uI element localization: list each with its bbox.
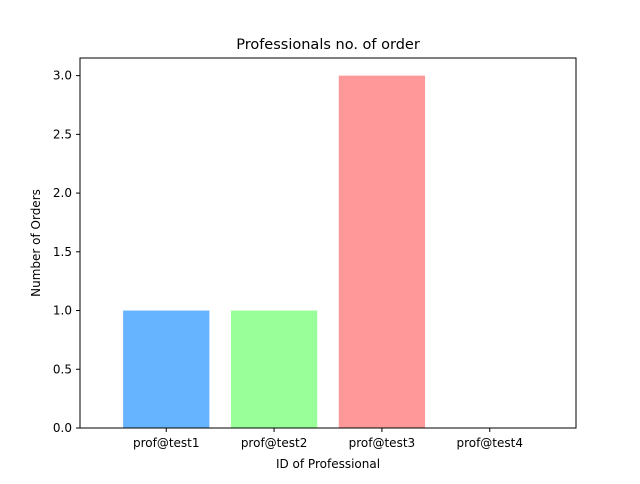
- x-tick-label: prof@test2: [241, 436, 308, 450]
- bars-group: [123, 75, 426, 428]
- bar-prof-test1: [123, 310, 210, 428]
- chart-title: Professionals no. of order: [236, 37, 420, 53]
- y-axis-label: Number of Orders: [29, 189, 43, 297]
- x-tick-label: prof@test3: [349, 436, 416, 450]
- y-tick-label: 1.0: [53, 304, 72, 318]
- y-tick-label: 0.5: [53, 362, 72, 376]
- x-ticks-group: prof@test1 prof@test2 prof@test3 prof@test4: [133, 428, 523, 450]
- bar-prof-test3: [338, 75, 426, 428]
- plot-frame: [79, 57, 577, 429]
- bar-prof-test2: [230, 310, 318, 428]
- y-tick-label: 2.0: [53, 186, 72, 200]
- y-tick-label: 1.5: [53, 245, 72, 259]
- y-tick-label: 2.5: [53, 127, 72, 141]
- x-tick-label: prof@test4: [456, 436, 523, 450]
- y-ticks-group: 0.0 0.5 1.0 1.5 2.0 2.5 3.0: [53, 69, 80, 435]
- y-tick-label: 3.0: [53, 69, 72, 83]
- x-tick-label: prof@test1: [133, 436, 200, 450]
- x-axis-label: ID of Professional: [276, 457, 380, 471]
- y-tick-label: 0.0: [53, 421, 72, 435]
